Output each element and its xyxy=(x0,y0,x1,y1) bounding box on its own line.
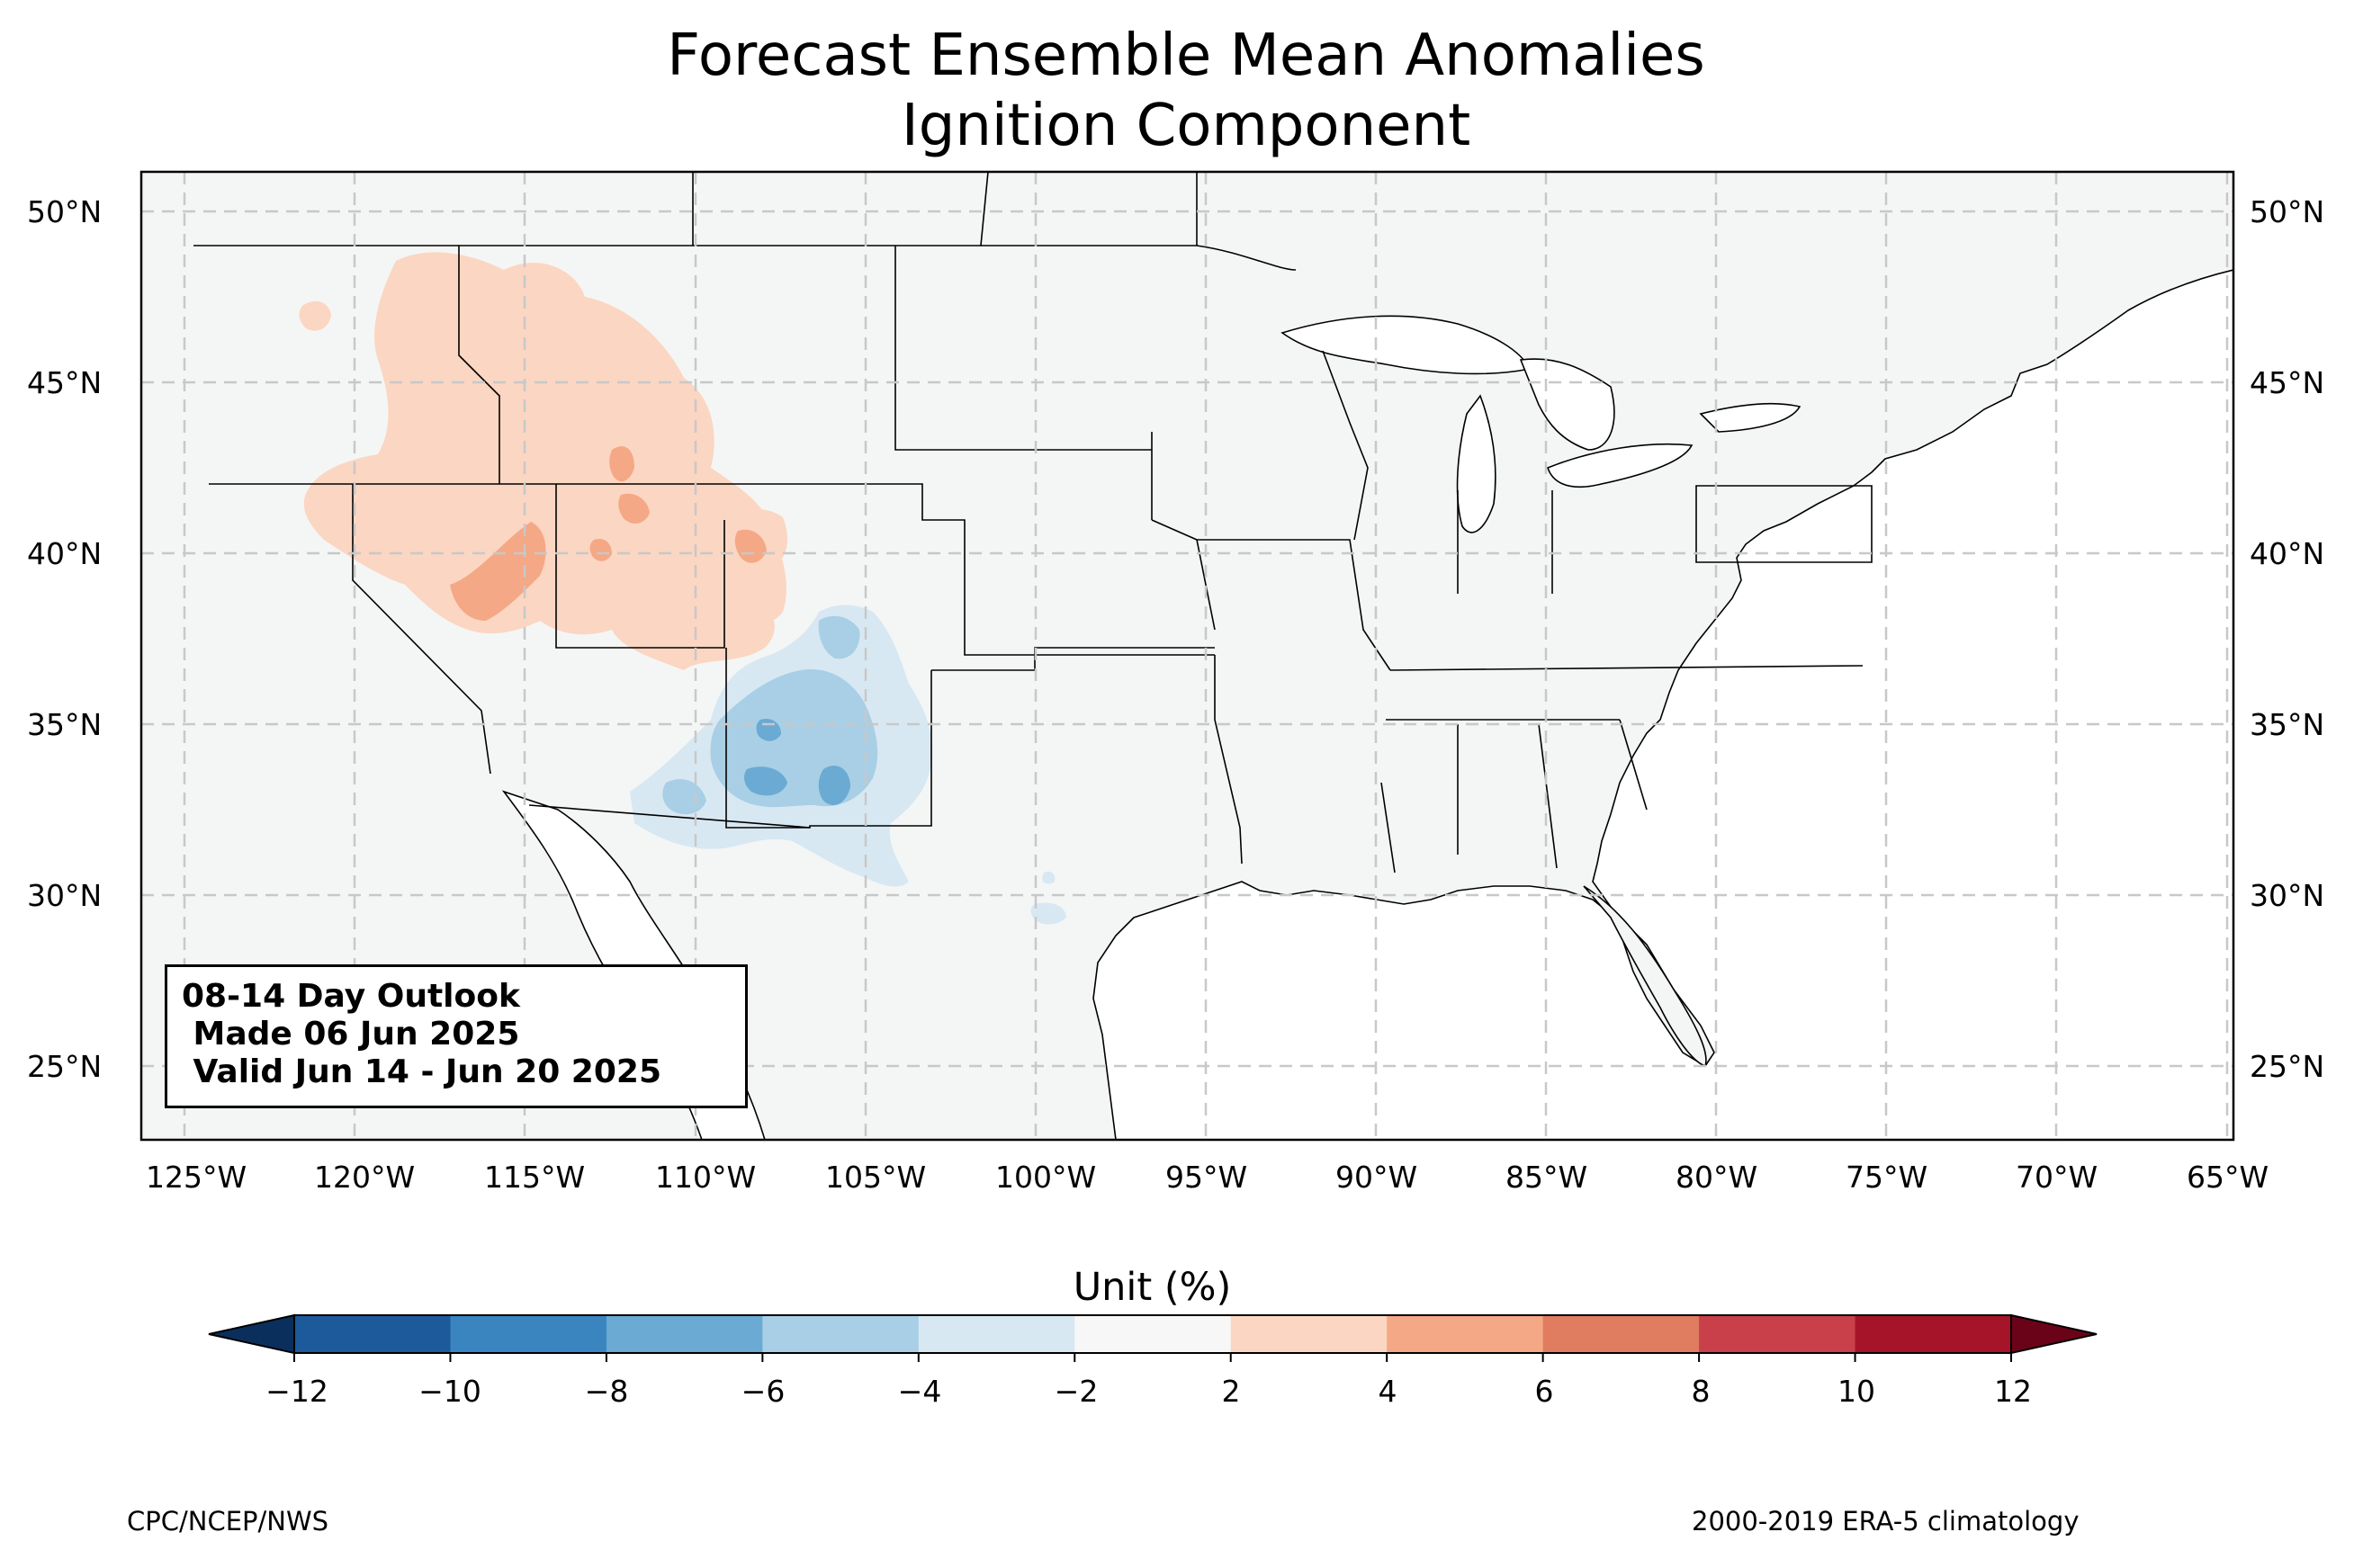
lat-label-left: 35°N xyxy=(27,707,103,742)
colorbar-tick-label: 2 xyxy=(1221,1374,1241,1409)
colorbar-bin xyxy=(918,1315,1075,1353)
credit-footer: CPC/NCEP/NWS xyxy=(127,1506,329,1537)
lat-label-right: 30°N xyxy=(2250,878,2325,913)
map-frame xyxy=(139,170,2235,1142)
outlook-period: 08-14 Day Outlook xyxy=(182,978,520,1015)
colorbar-bin xyxy=(1074,1315,1232,1353)
lat-label-left: 25°N xyxy=(27,1049,103,1084)
lon-label: 100°W xyxy=(995,1160,1097,1195)
lon-label: 90°W xyxy=(1335,1160,1418,1195)
outlook-valid-range: Valid Jun 14 - Jun 20 2025 xyxy=(182,1053,662,1091)
colorbar-outline xyxy=(293,1314,2012,1354)
cool-anomalies xyxy=(630,605,1066,925)
lon-label: 115°W xyxy=(484,1160,586,1195)
colorbar-tick-label: 4 xyxy=(1378,1374,1397,1409)
colorbar-tick-label: 10 xyxy=(1837,1374,1875,1409)
colorbar-tick-label: 6 xyxy=(1534,1374,1554,1409)
colorbar-over-extension xyxy=(2010,1313,2098,1355)
colorbar-bin xyxy=(294,1315,451,1353)
colorbar-tick-label: −10 xyxy=(418,1374,481,1409)
outlook-info-box: 08-14 Day Outlook Made 06 Jun 2025 Valid… xyxy=(165,964,748,1108)
lat-label-left: 50°N xyxy=(27,194,103,229)
lon-label: 85°W xyxy=(1505,1160,1588,1195)
colorbar-tick-label: −8 xyxy=(584,1374,629,1409)
lon-label: 75°W xyxy=(1846,1160,1928,1195)
colorbar-under-extension xyxy=(208,1313,295,1355)
colorbar xyxy=(208,1313,2098,1362)
colorbar-bin xyxy=(762,1315,920,1353)
colorbar-tick-label: 8 xyxy=(1691,1374,1711,1409)
lat-label-right: 25°N xyxy=(2250,1049,2325,1084)
climatology-footer: 2000-2019 ERA-5 climatology xyxy=(1692,1506,2080,1537)
colorbar-bin xyxy=(1387,1315,1544,1353)
graticule xyxy=(141,172,2233,1140)
colorbar-title: Unit (%) xyxy=(1073,1265,1232,1310)
lat-label-right: 35°N xyxy=(2250,707,2325,742)
lon-label: 110°W xyxy=(655,1160,757,1195)
colorbar-bin xyxy=(1699,1315,1856,1353)
colorbar-bin xyxy=(1542,1315,1700,1353)
map-title: Forecast Ensemble Mean Anomalies xyxy=(667,22,1705,89)
colorbar-tick-label: −6 xyxy=(741,1374,786,1409)
colorbar-bin xyxy=(606,1315,763,1353)
outlook-made-date: Made 06 Jun 2025 xyxy=(182,1016,520,1053)
lat-label-left: 30°N xyxy=(27,878,103,913)
lat-label-right: 50°N xyxy=(2250,194,2325,229)
colorbar-tick-label: −12 xyxy=(265,1374,328,1409)
lon-label: 80°W xyxy=(1676,1160,1758,1195)
map-subtitle: Ignition Component xyxy=(901,93,1471,159)
lat-label-right: 45°N xyxy=(2250,365,2325,400)
lat-label-left: 40°N xyxy=(27,536,103,571)
warm-anomalies xyxy=(299,252,787,670)
lat-label-right: 40°N xyxy=(2250,536,2325,571)
colorbar-tick-label: −4 xyxy=(897,1374,942,1409)
colorbar-bin xyxy=(1855,1315,2012,1353)
colorbar-tick-label: −2 xyxy=(1054,1374,1099,1409)
colorbar-tick-label: 12 xyxy=(1994,1374,2032,1409)
lon-label: 70°W xyxy=(2016,1160,2098,1195)
lon-label: 120°W xyxy=(314,1160,416,1195)
colorbar-bin xyxy=(1230,1315,1388,1353)
great-lakes xyxy=(1280,315,1801,533)
lon-label: 125°W xyxy=(146,1160,247,1195)
boundaries xyxy=(193,172,1873,874)
lon-label: 105°W xyxy=(825,1160,927,1195)
colorbar-bin xyxy=(450,1315,607,1353)
lon-label: 65°W xyxy=(2187,1160,2269,1195)
lat-label-left: 45°N xyxy=(27,365,103,400)
lon-label: 95°W xyxy=(1165,1160,1248,1195)
